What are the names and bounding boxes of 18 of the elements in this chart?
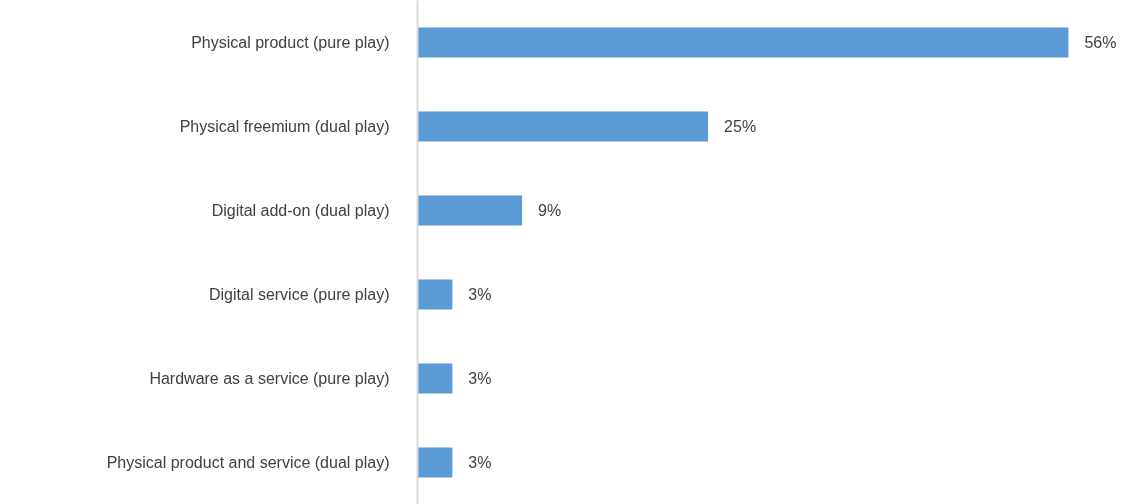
y-tick-label: Physical product and service (dual play) bbox=[106, 454, 390, 471]
bar bbox=[417, 447, 453, 478]
y-tick-label: Digital service (pure play) bbox=[208, 286, 390, 303]
data-label: 3% bbox=[468, 370, 492, 387]
y-tick-label: Hardware as a service (pure play) bbox=[149, 370, 390, 387]
data-label: 56% bbox=[1084, 34, 1117, 51]
y-tick-label: Physical freemium (dual play) bbox=[179, 118, 390, 135]
bar bbox=[417, 111, 709, 142]
bar bbox=[417, 363, 453, 394]
data-label: 9% bbox=[538, 202, 562, 219]
data-label: 3% bbox=[468, 454, 492, 471]
y-tick-label: Digital add-on (dual play) bbox=[211, 202, 390, 219]
bar bbox=[417, 195, 523, 226]
y-tick-label: Physical product (pure play) bbox=[191, 34, 390, 51]
bar bbox=[417, 27, 1069, 58]
data-label: 3% bbox=[468, 286, 492, 303]
bar bbox=[417, 279, 453, 310]
data-label: 25% bbox=[724, 118, 757, 135]
